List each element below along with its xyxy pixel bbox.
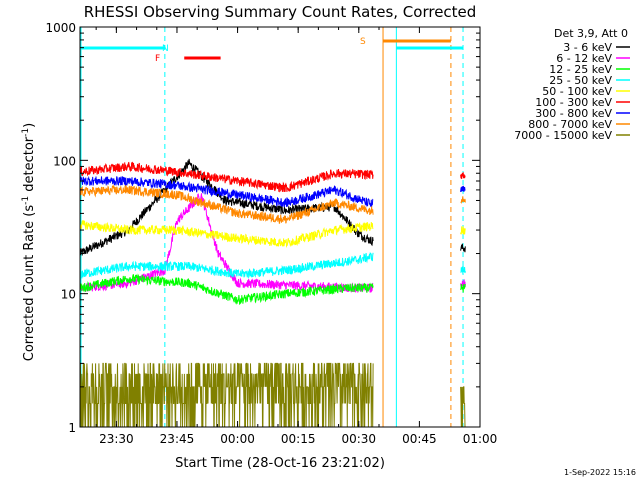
series-line-4 bbox=[79, 252, 466, 280]
legend-label: 50 - 100 keV bbox=[542, 85, 612, 98]
series-line-3 bbox=[79, 273, 466, 305]
flag-n-label: N bbox=[162, 44, 169, 54]
flag-f-label: F bbox=[155, 54, 160, 64]
legend-label: 12 - 25 keV bbox=[549, 63, 612, 76]
legend-label: 25 - 50 keV bbox=[549, 74, 612, 87]
legend-label: 800 - 7000 keV bbox=[528, 118, 612, 131]
x-tick-label: 00:30 bbox=[341, 432, 376, 446]
x-tick-label: 23:30 bbox=[99, 432, 134, 446]
y-tick-label: 10 bbox=[61, 288, 76, 302]
legend-label: 100 - 300 keV bbox=[535, 96, 612, 109]
footer-date: 1-Sep-2022 15:16 bbox=[564, 468, 636, 477]
series-line-7 bbox=[79, 175, 466, 208]
y-axis-label: Corrected Count Rate (s-1 detector-1) bbox=[21, 123, 37, 361]
y-tick-label: 1000 bbox=[45, 21, 76, 35]
x-tick-label: 01:00 bbox=[463, 432, 498, 446]
series-line-8 bbox=[79, 184, 466, 224]
legend-label: 7000 - 15000 keV bbox=[514, 129, 612, 142]
x-tick-label: 00:00 bbox=[220, 432, 255, 446]
legend-label: 3 - 6 keV bbox=[563, 41, 612, 54]
y-tick-label: 1 bbox=[68, 421, 76, 435]
series-line-6 bbox=[79, 161, 466, 193]
plot-frame bbox=[79, 26, 481, 428]
flag-s-label: S bbox=[360, 37, 366, 47]
legend-label: 300 - 800 keV bbox=[535, 107, 612, 120]
x-axis-label: Start Time (28-Oct-16 23:21:02) bbox=[175, 456, 385, 471]
x-tick-label: 00:15 bbox=[281, 432, 316, 446]
x-axis: 23:30 23:45 00:00 00:15 00:30 00:45 01:00 bbox=[95, 27, 498, 446]
y-tick-label: 100 bbox=[53, 154, 76, 168]
series-line-5 bbox=[79, 220, 466, 249]
y-axis: 1 10 100 1000 bbox=[45, 21, 480, 435]
plot-area: 23:30 23:45 00:00 00:15 00:30 00:45 01:00 1101… bbox=[45, 21, 497, 446]
series-line-9 bbox=[79, 362, 466, 428]
legend-label: 6 - 12 keV bbox=[556, 52, 612, 65]
legend-header: Det 3,9, Att 0 bbox=[554, 27, 628, 40]
series-group bbox=[79, 158, 466, 428]
x-tick-label: 00:45 bbox=[402, 432, 437, 446]
x-tick-label: 23:45 bbox=[160, 432, 195, 446]
chart-title: RHESSI Observing Summary Count Rates, Co… bbox=[84, 3, 477, 21]
